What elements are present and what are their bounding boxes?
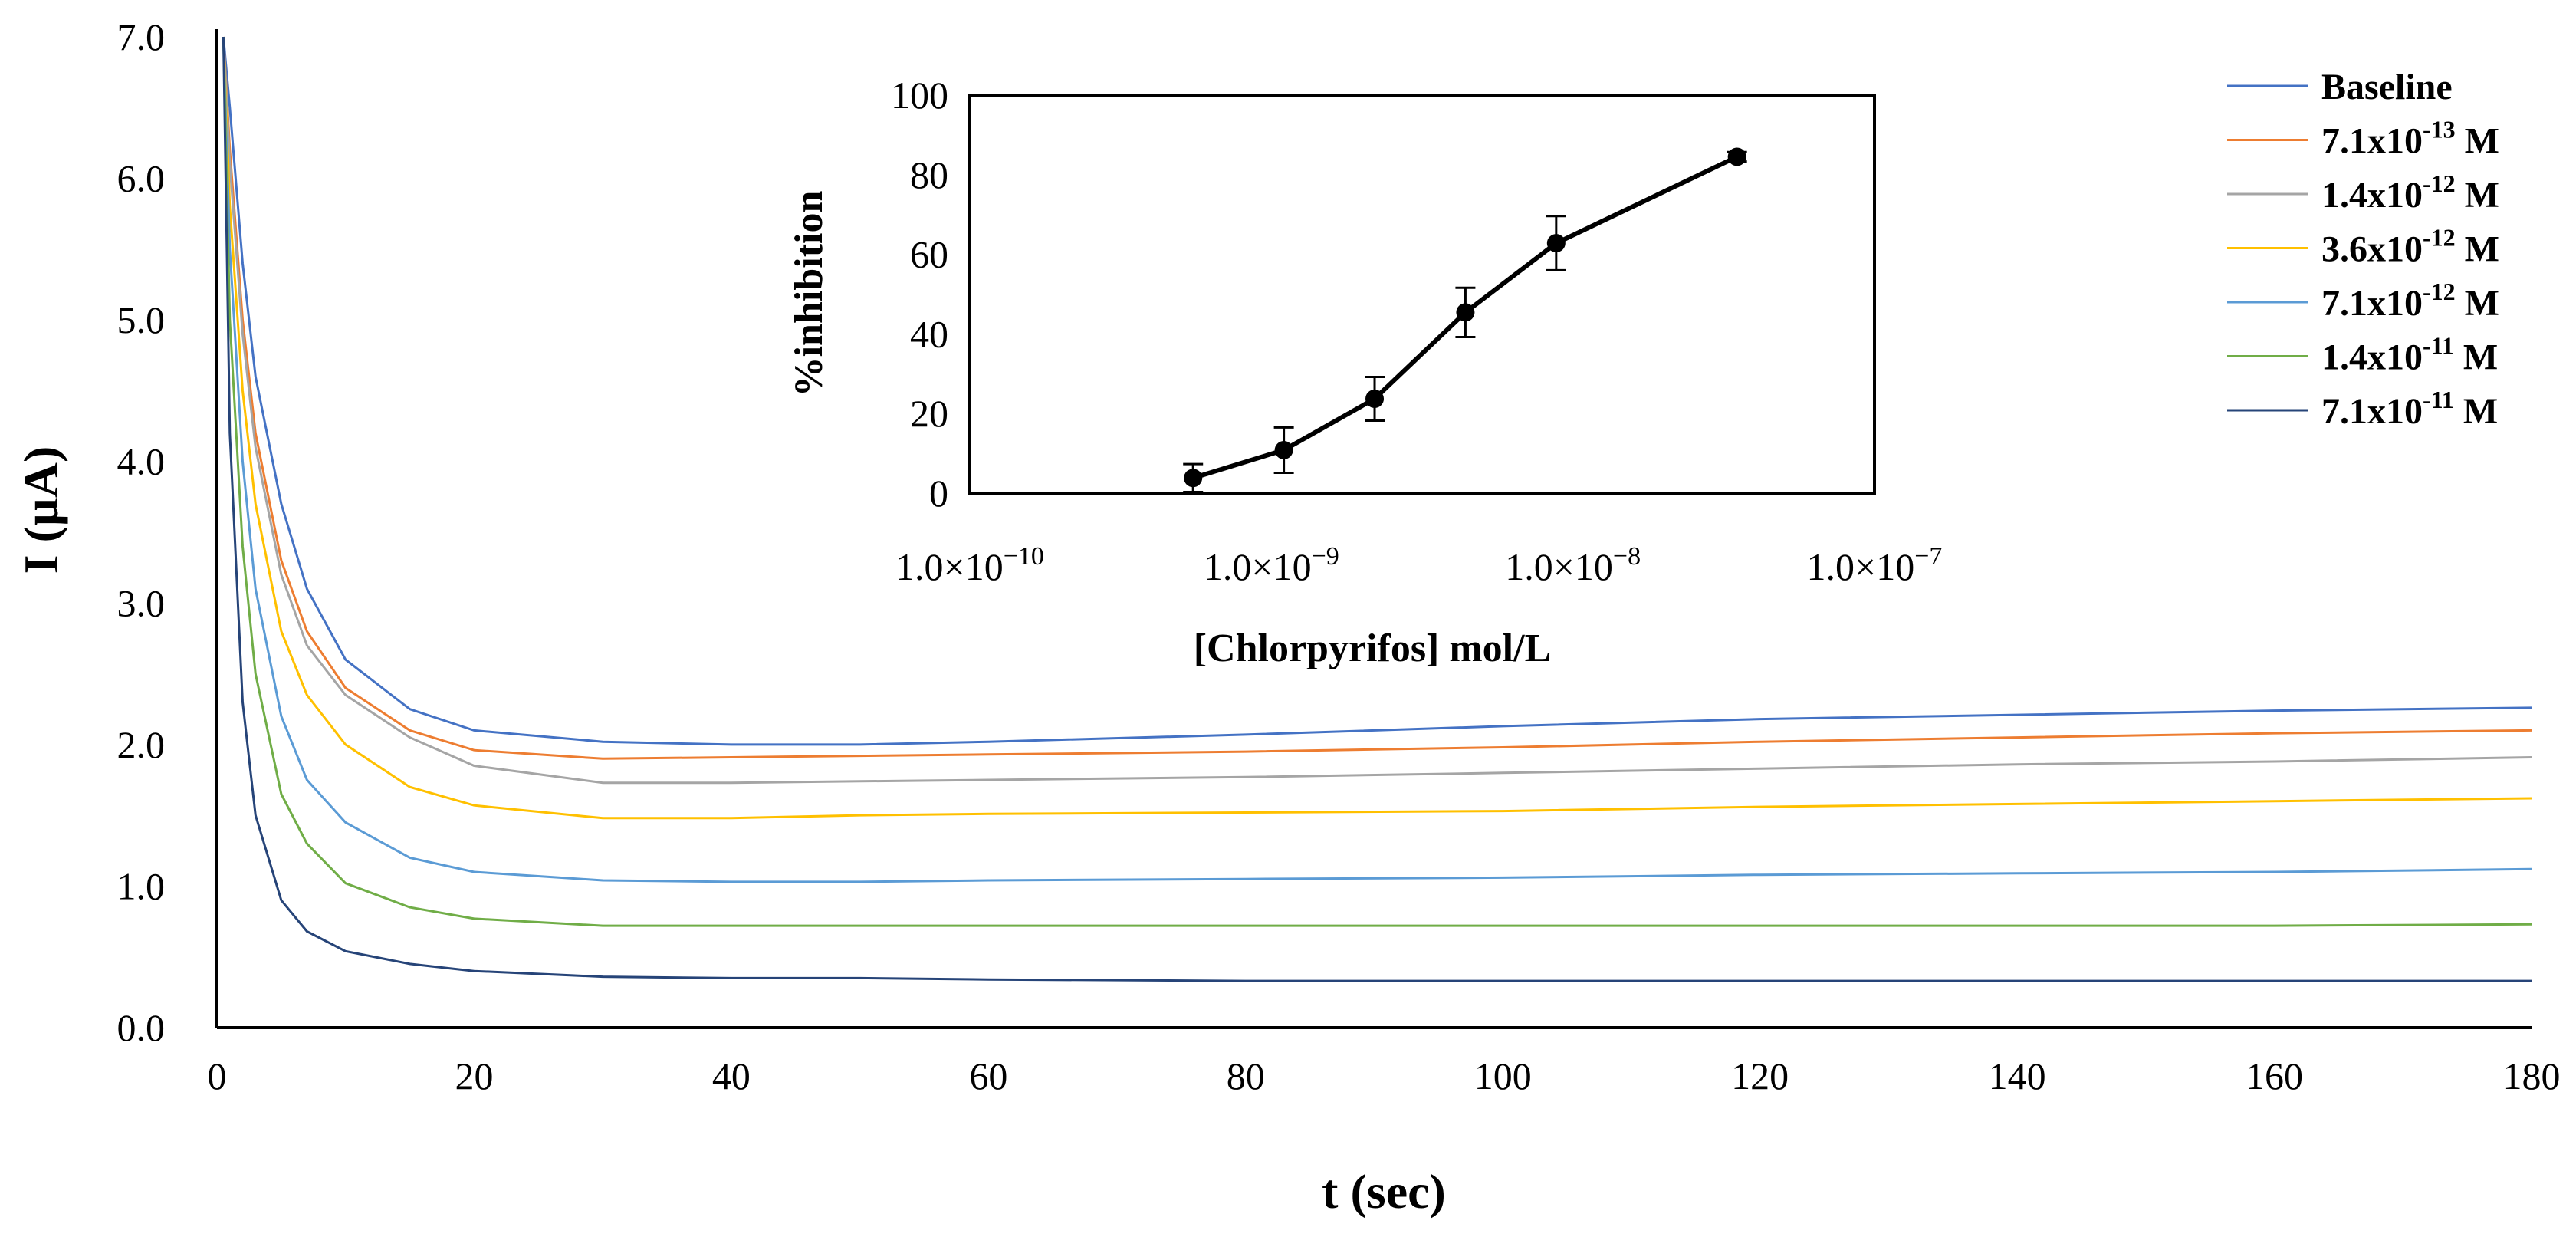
- y-tick-label: 2.0: [117, 723, 166, 766]
- inset-y-tick-label: 0: [929, 472, 948, 515]
- inset-x-tick-label: 1.0×10−9: [1204, 542, 1339, 588]
- inset-x-tick-base: 1.0×10: [1807, 545, 1915, 588]
- y-tick-label: 3.0: [117, 581, 166, 624]
- y-tick-label: 4.0: [117, 440, 166, 483]
- series-line-2: [222, 36, 2532, 760]
- legend-label-1: Baseline: [2321, 67, 2453, 107]
- inset-series-line: [1192, 154, 1738, 481]
- legend-label-unit: M: [2454, 391, 2498, 432]
- legend-label-unit: M: [2456, 175, 2499, 215]
- inset-y-tick-label: 40: [910, 312, 948, 355]
- y-tick-label: 7.0: [117, 15, 166, 58]
- inset-x-tick-exp: −9: [1312, 542, 1339, 571]
- x-tick-label: 40: [712, 1054, 751, 1097]
- inset-y-tick-label: 100: [891, 74, 948, 117]
- legend-label-3: 1.4x10-12 M: [2321, 169, 2499, 215]
- legend-label-base: 7.1x10: [2321, 283, 2423, 324]
- x-tick-label: 80: [1227, 1054, 1265, 1097]
- y-tick-label: 6.0: [117, 157, 166, 200]
- inset-data-point: [1546, 234, 1566, 253]
- legend-label-base: 7.1x10: [2321, 391, 2423, 432]
- x-tick-label: 60: [969, 1054, 1007, 1097]
- x-axis-title: t (sec): [1322, 1164, 1446, 1219]
- legend-label-4: 3.6x10-12 M: [2321, 224, 2499, 270]
- main-axes: 0 20 40 60 80 100 120 140 160 180 0.0 1.0 2.0 3.0 4.0 5…: [117, 15, 2561, 1097]
- x-tick-label: 0: [208, 1054, 227, 1097]
- legend-label-base: 3.6x10: [2321, 229, 2423, 270]
- inset-y-tick-label: 20: [910, 392, 948, 435]
- x-tick-label: 20: [455, 1054, 493, 1097]
- legend-label-6: 1.4x10-11 M: [2321, 332, 2498, 378]
- inset-x-tick-label: 1.0×10−7: [1807, 542, 1943, 588]
- legend-label-exp: -12: [2423, 224, 2456, 252]
- legend-label-5: 7.1x10-12 M: [2321, 278, 2499, 324]
- inset-y-tick-label: 80: [910, 153, 948, 196]
- legend-label-unit: M: [2456, 229, 2499, 270]
- x-tick-label: 120: [1731, 1054, 1789, 1097]
- legend-label-exp: -13: [2423, 116, 2456, 143]
- inset-data-point: [1727, 147, 1746, 166]
- legend-label-base: 1.4x10: [2321, 337, 2423, 378]
- main-series-group: [222, 36, 2532, 982]
- legend-label-base: 7.1x10: [2321, 121, 2423, 162]
- inset-x-tick-exp: −8: [1613, 542, 1641, 571]
- inset-y-axis-title: %inhibition: [787, 191, 831, 397]
- legend-label-exp: -12: [2423, 169, 2456, 197]
- legend-label-unit: M: [2456, 121, 2499, 162]
- series-line-6: [222, 36, 2532, 927]
- series-line-7: [222, 36, 2532, 982]
- inset-y-tick-label: 60: [910, 233, 948, 276]
- y-tick-label: 1.0: [117, 864, 166, 907]
- legend-label-unit: M: [2454, 337, 2498, 378]
- inset-data-point: [1274, 440, 1293, 459]
- series-line-3: [222, 36, 2532, 785]
- x-tick-label: 180: [2503, 1054, 2561, 1097]
- legend-label-unit: M: [2456, 283, 2499, 324]
- inset-x-tick-base: 1.0×10: [1505, 545, 1613, 588]
- legend-label-exp: -11: [2423, 332, 2454, 360]
- series-line-4: [222, 36, 2532, 820]
- y-tick-label: 0.0: [117, 1006, 166, 1049]
- legend-label-exp: -11: [2423, 386, 2454, 413]
- series-line-1: [222, 36, 2532, 746]
- legend-label-base: 1.4x10: [2321, 175, 2423, 215]
- legend-label-7: 7.1x10-11 M: [2321, 386, 2498, 432]
- inset-x-tick-base: 1.0×10: [1204, 545, 1312, 588]
- inset-x-tick-label: 1.0×10−8: [1505, 542, 1641, 588]
- legend-label-2: 7.1x10-13 M: [2321, 116, 2499, 162]
- inset-data-point: [1184, 469, 1203, 488]
- legend-label-exp: -12: [2423, 278, 2456, 305]
- series-line-5: [222, 36, 2532, 883]
- inset-data-point: [1456, 303, 1475, 322]
- x-tick-label: 140: [1989, 1054, 2046, 1097]
- x-tick-label: 100: [1474, 1054, 1532, 1097]
- inset-data-point: [1365, 389, 1385, 408]
- inset-x-tick-base: 1.0×10: [895, 545, 1004, 588]
- x-tick-label: 160: [2246, 1054, 2303, 1097]
- y-tick-label: 5.0: [117, 298, 166, 341]
- inset-x-tick-exp: −7: [1914, 542, 1942, 571]
- inset-x-tick-exp: −10: [1004, 542, 1044, 571]
- inset-x-tick-label: 1.0×10−10: [895, 542, 1044, 588]
- inset-x-axis-title: [Chlorpyrifos] mol/L: [1194, 627, 1552, 670]
- y-axis-title: I (µA): [14, 446, 68, 574]
